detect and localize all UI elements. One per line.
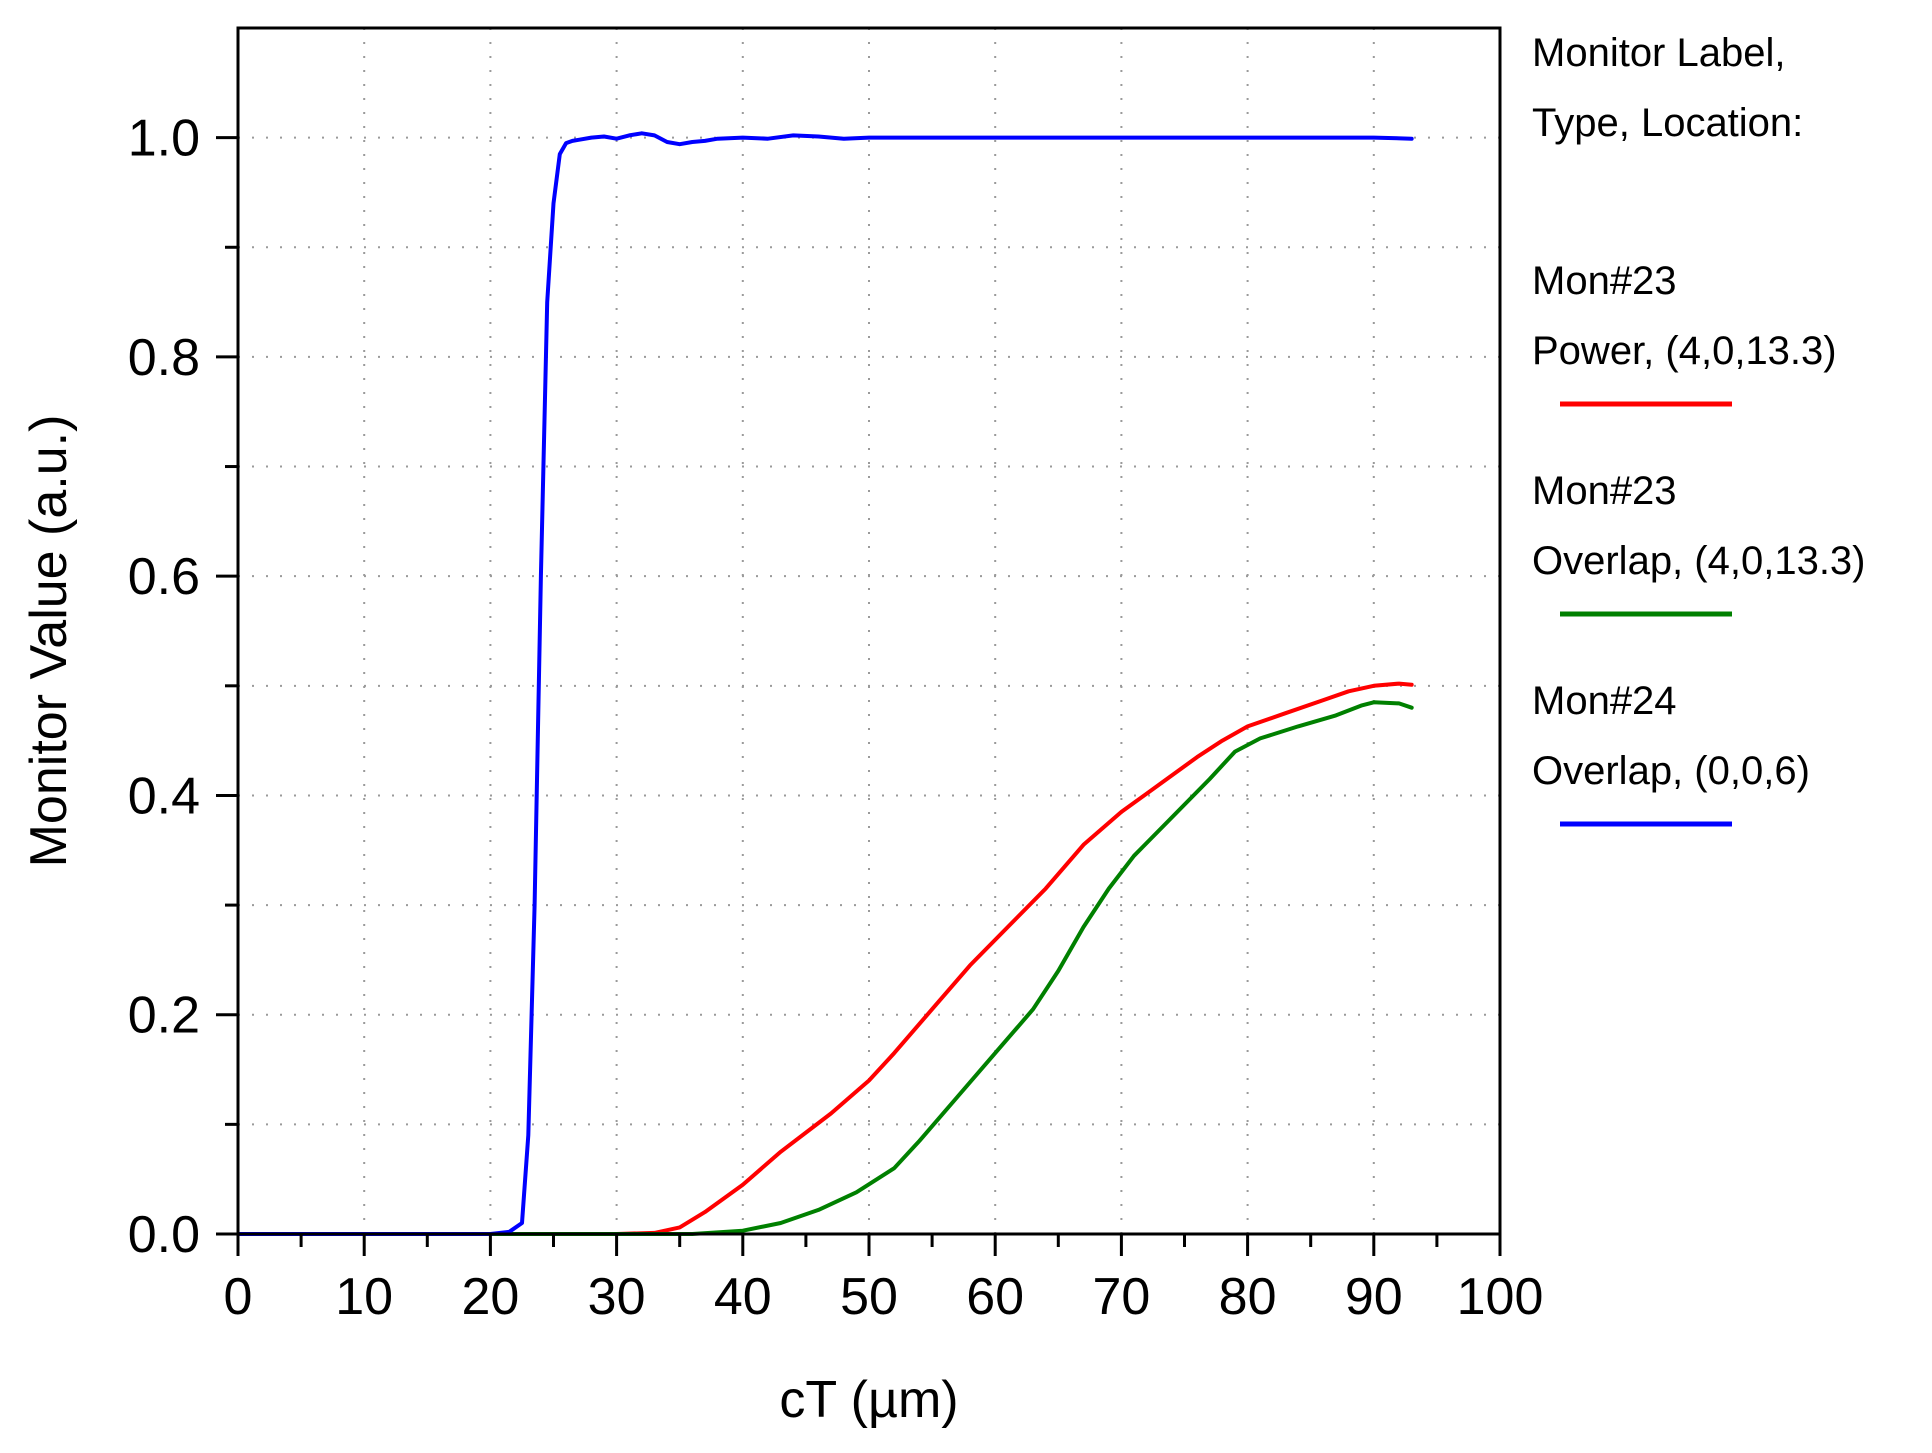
legend-entry-label-1: Mon#23 (1532, 259, 1677, 303)
x-tick-label: 10 (335, 1268, 393, 1326)
legend-entry-label-2: Overlap, (4,0,13.3) (1532, 539, 1866, 583)
y-tick-label: 0.4 (128, 767, 200, 825)
y-tick-label: 0.2 (128, 987, 200, 1045)
x-tick-label: 100 (1457, 1268, 1544, 1326)
x-tick-label: 40 (714, 1268, 772, 1326)
series-line-3 (236, 131, 1414, 1236)
series-line-1 (236, 681, 1414, 1236)
x-tick-label: 60 (966, 1268, 1024, 1326)
x-tick-label: 20 (461, 1268, 519, 1326)
legend: Monitor Label, Type, Location: Mon#23 Pow… (1532, 31, 1866, 827)
x-axis-title: cT (µm) (779, 1371, 958, 1429)
x-tick-label: 90 (1345, 1268, 1403, 1326)
x-tick-label: 80 (1219, 1268, 1277, 1326)
legend-entry-label-1: Power, (4,0,13.3) (1532, 329, 1837, 373)
legend-entry-label-3: Overlap, (0,0,6) (1532, 749, 1810, 793)
legend-title-line-1: Monitor Label, (1532, 31, 1785, 75)
y-axis-title: Monitor Value (a.u.) (20, 415, 78, 868)
y-tick-label: 0.6 (128, 548, 200, 606)
grid-layer (238, 28, 1500, 1234)
x-tick-label: 70 (1092, 1268, 1150, 1326)
y-tick-label: 0.0 (128, 1206, 200, 1264)
x-tick-label: 0 (224, 1268, 253, 1326)
legend-entries: Mon#23 Power, (4,0,13.3) Mon#23 Overlap, (4… (1532, 259, 1866, 827)
legend-entry-label-3: Mon#24 (1532, 679, 1677, 723)
series-line-2 (236, 700, 1414, 1236)
tick-layer: 0 10 20 30 40 50 60 70 80 90 100 0.0 0.2 0.4 0.6 0.8 1.0 (128, 110, 1544, 1326)
x-tick-label: 50 (840, 1268, 898, 1326)
legend-entry-label-2: Mon#23 (1532, 469, 1677, 513)
x-tick-label: 30 (588, 1268, 646, 1326)
series-layer (236, 131, 1414, 1236)
y-tick-label: 0.8 (128, 329, 200, 387)
legend-title-line-2: Type, Location: (1532, 101, 1803, 145)
y-tick-label: 1.0 (128, 110, 200, 168)
